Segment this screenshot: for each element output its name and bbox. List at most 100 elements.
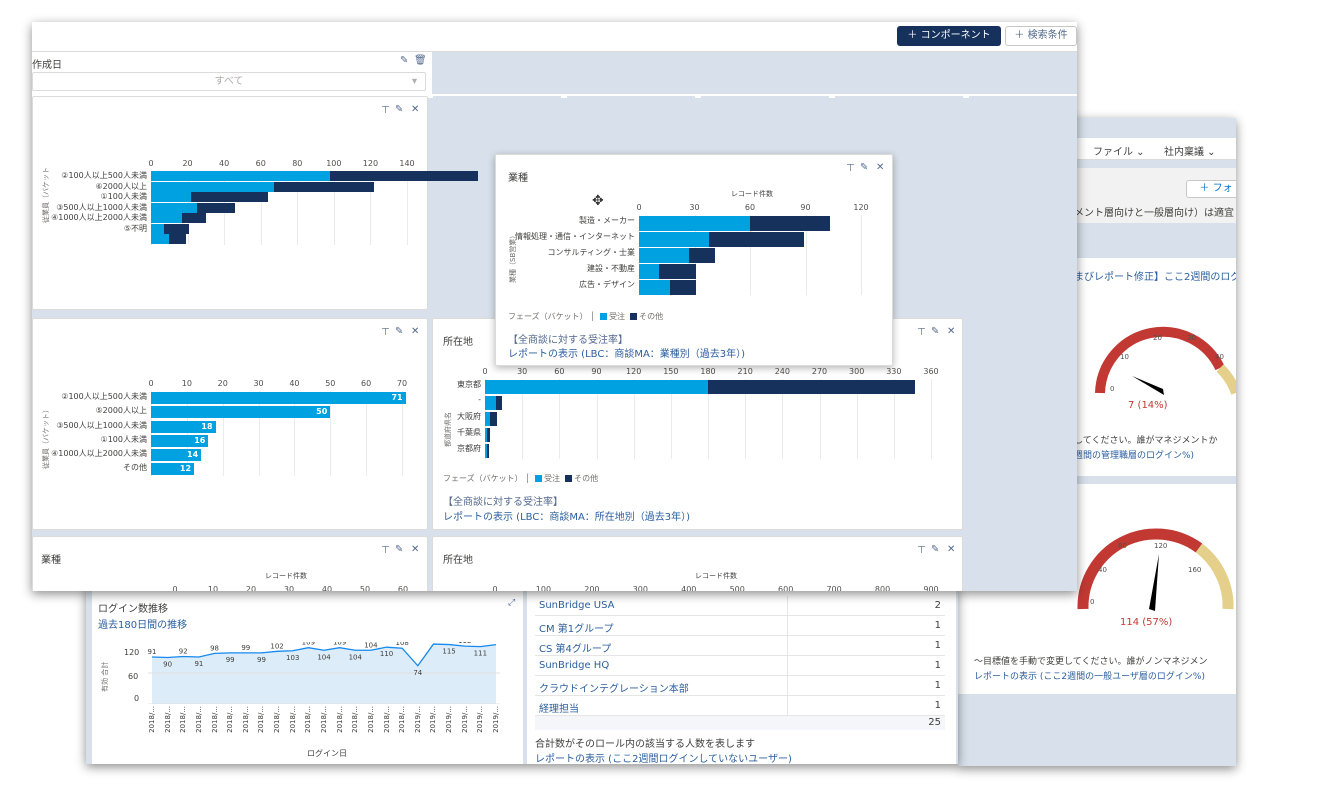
login-y-tick: 60 <box>128 672 139 681</box>
follow-button[interactable]: ＋ フォ <box>1186 180 1236 198</box>
bar-segment-won[interactable] <box>485 380 708 394</box>
edit-icon[interactable]: ✎ <box>931 326 940 337</box>
gauge-2-tick: 120 <box>1154 542 1167 550</box>
bar[interactable] <box>151 420 216 433</box>
industry-popup-card[interactable]: 業種 ⊤ ✎ ✕ ✥ レコード件数 業種（SB営業） 0 30 60 90 120 製造・… <box>495 154 893 366</box>
login-x-tick: 2018/... <box>241 706 250 733</box>
bar[interactable] <box>151 434 209 447</box>
bar-segment-won[interactable] <box>151 192 192 203</box>
bar-segment-other[interactable] <box>709 231 804 247</box>
edit-icon[interactable]: ✎ <box>931 544 940 555</box>
bar[interactable] <box>151 463 195 476</box>
edit-icon[interactable]: ✎ <box>395 326 404 337</box>
table-row: CM 第1グループ 1 <box>535 616 945 636</box>
gauge-1-link[interactable]: 週間の管理職層のログイン%) <box>1074 451 1195 461</box>
add-component-button[interactable]: ＋ コンポーネント <box>897 26 1001 46</box>
bar-segment-won[interactable] <box>151 181 274 192</box>
placeholder-tile <box>969 480 1077 530</box>
expand-icon[interactable]: ⤢ <box>508 598 516 608</box>
bar[interactable] <box>151 392 406 405</box>
category-label: その他 <box>123 463 147 473</box>
category-label: 情報処理・通信・インターネット <box>515 231 635 241</box>
bar-segment-won[interactable] <box>485 396 497 410</box>
close-icon[interactable]: ✕ <box>411 104 420 115</box>
filter-icon[interactable]: ⊤ <box>381 545 390 556</box>
bar-segment-won[interactable] <box>485 428 488 442</box>
bar[interactable] <box>151 406 331 419</box>
bar-segment-won[interactable] <box>151 223 164 234</box>
bar-segment-won[interactable] <box>639 231 710 247</box>
bar-segment-other[interactable] <box>196 202 236 213</box>
bar-segment-won[interactable] <box>639 279 671 295</box>
axis-tick: 50 <box>325 379 336 388</box>
bar-segment-won[interactable] <box>639 215 750 231</box>
bar-segment-other[interactable] <box>670 279 697 295</box>
bar-segment-won[interactable] <box>151 213 183 224</box>
role-name[interactable]: CM 第1グループ <box>539 624 614 635</box>
filter-icon[interactable]: ⊤ <box>846 163 855 174</box>
login-x-tick: 2018/... <box>210 706 219 733</box>
bar-segment-other[interactable] <box>487 428 490 442</box>
axis-tick: 10 <box>181 379 192 388</box>
prefecture-chart-card-2: 所在地 ⊤ ✎ ✕ レコード件数 0 100 200 300 400 500 600 700 8… <box>432 536 963 591</box>
popup-report-link[interactable]: レポートの表示 (LBC：商談MA：業種別（過去3年）) <box>508 349 746 360</box>
edit-icon[interactable]: ✎ <box>395 544 404 555</box>
bar-segment-won[interactable] <box>639 247 689 263</box>
role-name[interactable]: クラウドインテグレーション本部 <box>539 684 689 695</box>
close-icon[interactable]: ✕ <box>947 326 956 337</box>
add-filter-button[interactable]: ＋ 検索条件 <box>1005 26 1077 46</box>
close-icon[interactable]: ✕ <box>411 326 420 337</box>
bar-segment-won[interactable] <box>485 444 488 458</box>
employee-chart-card-2: ⊤ ✎ ✕ 従業員（バケット） 0 10 20 30 40 50 60 70 ②100人以上50… <box>32 318 428 530</box>
bar-segment-other[interactable] <box>273 181 375 192</box>
date-filter-select[interactable]: すべて ▾ <box>32 72 426 91</box>
nav-item-files[interactable]: ファイル ⌄ <box>1093 147 1145 158</box>
bar-segment-won[interactable] <box>151 234 170 245</box>
gauge-1-red-arc <box>1095 326 1225 394</box>
table-row: クラウドインテグレーション本部 1 <box>535 676 945 696</box>
edit-icon[interactable]: ✎ <box>400 55 409 66</box>
bar-segment-other[interactable] <box>191 192 269 203</box>
bar-segment-other[interactable] <box>330 171 479 182</box>
bar-segment-other[interactable] <box>169 234 186 245</box>
login-trend-subtitle[interactable]: 過去180日間の推移 <box>98 620 188 631</box>
card-c-report-link[interactable]: レポートの表示 (LBC：商談MA：所在地別（過去3年）) <box>443 512 691 523</box>
bar-segment-won[interactable] <box>151 171 331 182</box>
placeholder-tile <box>701 96 829 146</box>
bar-segment-other[interactable] <box>182 213 206 224</box>
bar-segment-other[interactable] <box>708 380 915 394</box>
role-name[interactable]: CS 第4グループ <box>539 644 612 655</box>
role-name[interactable]: SunBridge USA <box>539 600 615 611</box>
bar-segment-other[interactable] <box>489 412 498 426</box>
gauge-1-title[interactable]: まびレポート修正】ここ2週間のログ <box>1074 272 1236 283</box>
bar-segment-other[interactable] <box>688 247 715 263</box>
filter-icon[interactable]: ⊤ <box>917 327 926 338</box>
filter-icon[interactable]: ⊤ <box>917 545 926 556</box>
close-icon[interactable]: ✕ <box>876 162 885 173</box>
role-link[interactable]: レポートの表示 (ここ2週間ログインしていないユーザー) <box>535 754 792 765</box>
edit-icon[interactable]: ✎ <box>395 104 404 115</box>
axis-tick: 140 <box>399 159 415 168</box>
bar-segment-won[interactable] <box>639 263 660 279</box>
role-name[interactable]: SunBridge HQ <box>539 660 610 671</box>
bar[interactable] <box>151 448 202 461</box>
bar-segment-other[interactable] <box>487 444 489 458</box>
axis-tick: 60 <box>361 379 372 388</box>
gauge-2-link[interactable]: レポートの表示 (ここ2週間の一般ユーザ層のログイン%) <box>974 672 1205 682</box>
bar-segment-other[interactable] <box>163 223 190 234</box>
nav-item-meeting[interactable]: 社内稟議 ⌄ <box>1164 147 1216 158</box>
close-icon[interactable]: ✕ <box>411 544 420 555</box>
bar-segment-won[interactable] <box>151 202 197 213</box>
delete-icon[interactable]: 🗑 <box>414 55 427 66</box>
axis-tick: 50 <box>359 585 371 591</box>
bar-segment-other[interactable] <box>659 263 697 279</box>
filter-icon[interactable]: ⊤ <box>381 327 390 338</box>
bar-segment-won[interactable] <box>485 412 490 426</box>
bar-segment-other[interactable] <box>750 215 830 231</box>
close-icon[interactable]: ✕ <box>947 544 956 555</box>
role-name[interactable]: 経理担当 <box>539 704 579 715</box>
bar-segment-other[interactable] <box>496 396 503 410</box>
edit-icon[interactable]: ✎ <box>860 162 869 173</box>
gridline <box>782 379 784 459</box>
filter-icon[interactable]: ⊤ <box>381 105 390 116</box>
